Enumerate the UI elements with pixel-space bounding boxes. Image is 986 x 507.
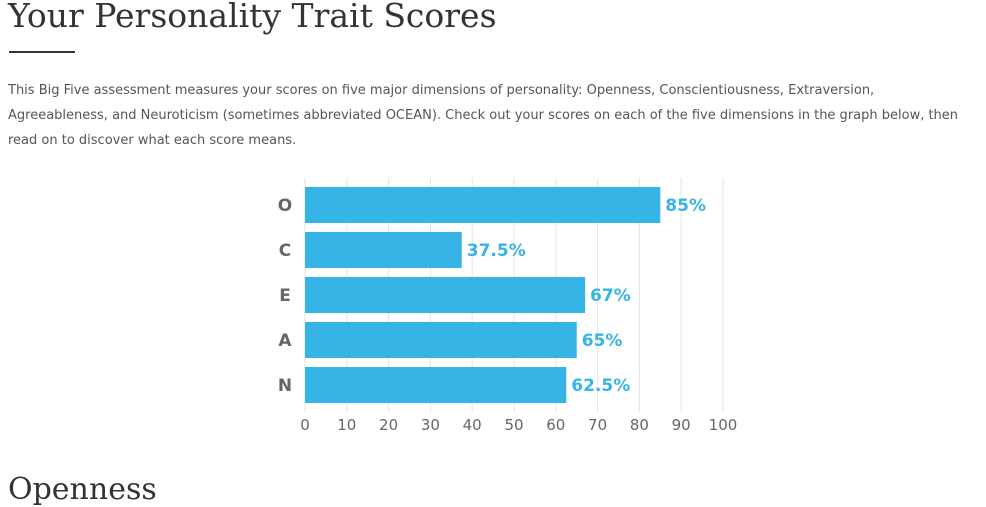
x-tick-label: 50 — [504, 416, 523, 434]
intro-paragraph: This Big Five assessment measures your s… — [8, 83, 959, 148]
category-label-a: A — [278, 331, 292, 351]
bar-a — [305, 322, 577, 358]
category-label-e: E — [279, 286, 291, 306]
x-tick-label: 90 — [672, 416, 691, 434]
bar-o — [305, 187, 661, 223]
x-tick-label: 60 — [546, 416, 565, 434]
data-label-o: 85% — [665, 196, 706, 216]
category-label-o: O — [278, 196, 292, 216]
data-label-c: 37.5% — [467, 241, 526, 261]
x-tick-label: 100 — [709, 416, 738, 434]
bar-c — [305, 232, 462, 268]
x-tick-label: 0 — [300, 416, 310, 434]
category-label-n: N — [278, 376, 292, 396]
chart-bars — [305, 187, 661, 403]
bar-e — [305, 277, 586, 313]
title-underline — [9, 51, 75, 53]
bar-n — [305, 367, 567, 403]
x-tick-label: 80 — [630, 416, 649, 434]
trait-scores-chart: 0 10 20 30 40 50 60 70 80 90 100 O 85% C 37.5% E 67% A 65%… — [278, 178, 738, 434]
x-tick-label: 10 — [337, 416, 356, 434]
page-title: Your Personality Trait Scores — [8, 0, 497, 35]
category-label-c: C — [279, 241, 291, 261]
x-tick-label: 70 — [588, 416, 607, 434]
chart-labels: 0 10 20 30 40 50 60 70 80 90 100 O 85% C 37.5% E 67% A 65%… — [278, 196, 738, 434]
x-tick-label: 20 — [379, 416, 398, 434]
data-label-e: 67% — [590, 286, 631, 306]
data-label-a: 65% — [582, 331, 623, 351]
section-heading-openness: Openness — [8, 472, 157, 507]
x-tick-label: 40 — [463, 416, 482, 434]
data-label-n: 62.5% — [571, 376, 630, 396]
x-tick-label: 30 — [421, 416, 440, 434]
